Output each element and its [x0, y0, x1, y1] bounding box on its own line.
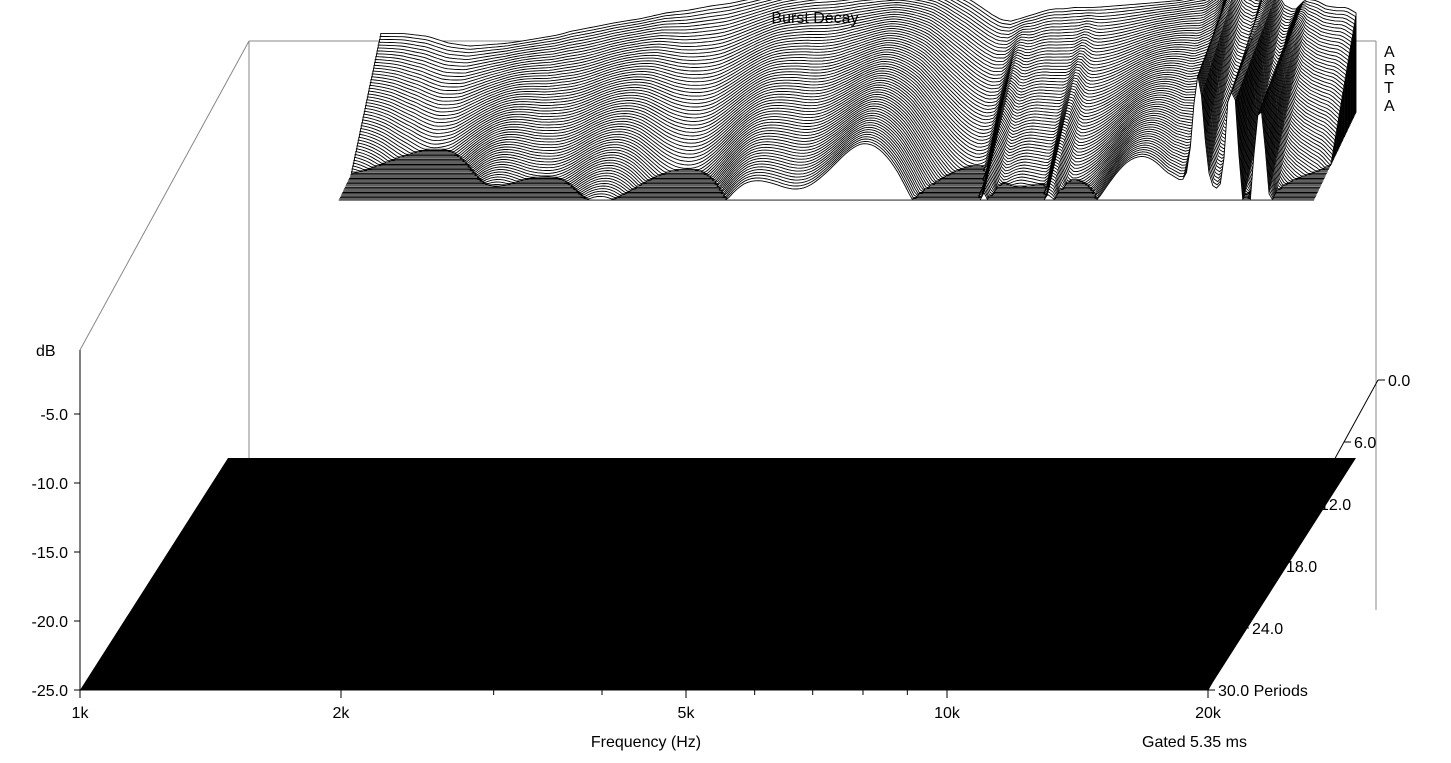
- axes: -5.0 -10.0 -15.0 -20.0 -25.01k 2k 5k 10k 20k 0.0 6…: [32, 44, 1411, 722]
- z-tick-label: 24.0: [1252, 621, 1283, 638]
- decay-floor: [80, 458, 1356, 690]
- y-tick-label: -25.0: [32, 683, 69, 700]
- y-tick-label: -10.0: [32, 476, 69, 493]
- chart-title: Burst Decay: [771, 10, 858, 27]
- z-tick-label: 30.0 Periods: [1218, 683, 1308, 700]
- brand-letter: R: [1384, 62, 1396, 79]
- brand-letter: A: [1384, 44, 1395, 61]
- y-axis-label: dB: [36, 343, 56, 360]
- y-tick-label: -15.0: [32, 545, 69, 562]
- floor: [80, 458, 1356, 690]
- gate-note: Gated 5.35 ms: [1142, 734, 1247, 751]
- z-tick-label: 0.0: [1388, 373, 1410, 390]
- z-tick-label: 12.0: [1320, 497, 1351, 514]
- x-axis-label: Frequency (Hz): [591, 734, 701, 751]
- side-diagonal-edge: [79, 40, 250, 351]
- brand-letter: T: [1384, 80, 1394, 97]
- x-tick-label: 5k: [678, 705, 696, 722]
- waterfall-slices: [338, 0, 1357, 201]
- brand-letter: A: [1384, 98, 1395, 115]
- z-tick-label: 6.0: [1354, 435, 1376, 452]
- decay-slice: [338, 75, 1315, 201]
- x-tick-label: 1k: [72, 705, 90, 722]
- x-tick-label: 20k: [1195, 705, 1222, 722]
- z-tick-label: 18.0: [1286, 559, 1317, 576]
- decay-slice: [354, 30, 1331, 167]
- x-tick-label: 10k: [934, 705, 961, 722]
- y-tick-label: -5.0: [40, 407, 68, 424]
- axis-labels: Burst Decay dB Frequency (Hz) Gated 5.35…: [36, 10, 1247, 751]
- x-tick-label: 2k: [333, 705, 351, 722]
- z-axis-line: [1207, 379, 1379, 691]
- y-tick-label: -20.0: [32, 614, 69, 631]
